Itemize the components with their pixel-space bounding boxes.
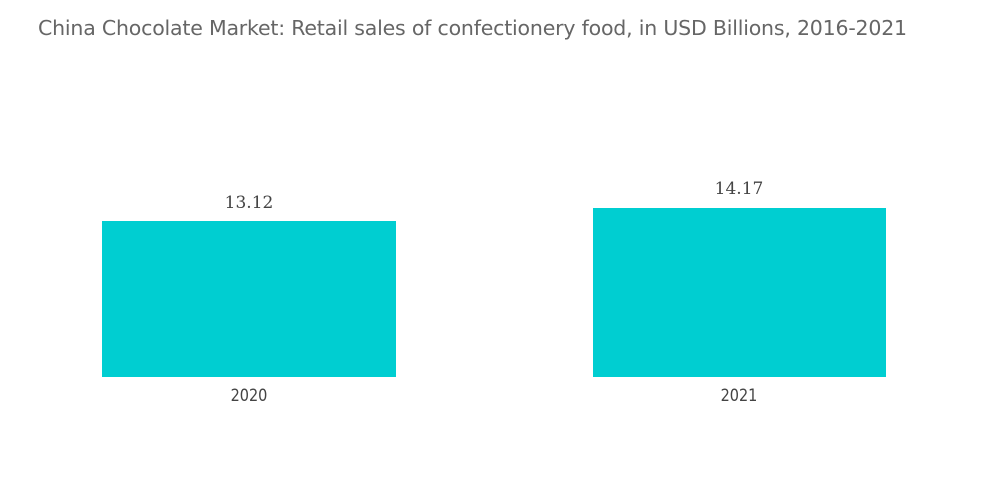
category-label-2020: 2020 bbox=[230, 386, 268, 406]
bar-2021 bbox=[593, 208, 886, 377]
bar-2020 bbox=[102, 221, 396, 377]
chart-title: China Chocolate Market: Retail sales of … bbox=[38, 16, 907, 40]
value-label-2021: 14.17 bbox=[714, 179, 764, 199]
category-label-2021: 2021 bbox=[720, 386, 758, 406]
value-label-2020: 13.12 bbox=[224, 193, 274, 213]
